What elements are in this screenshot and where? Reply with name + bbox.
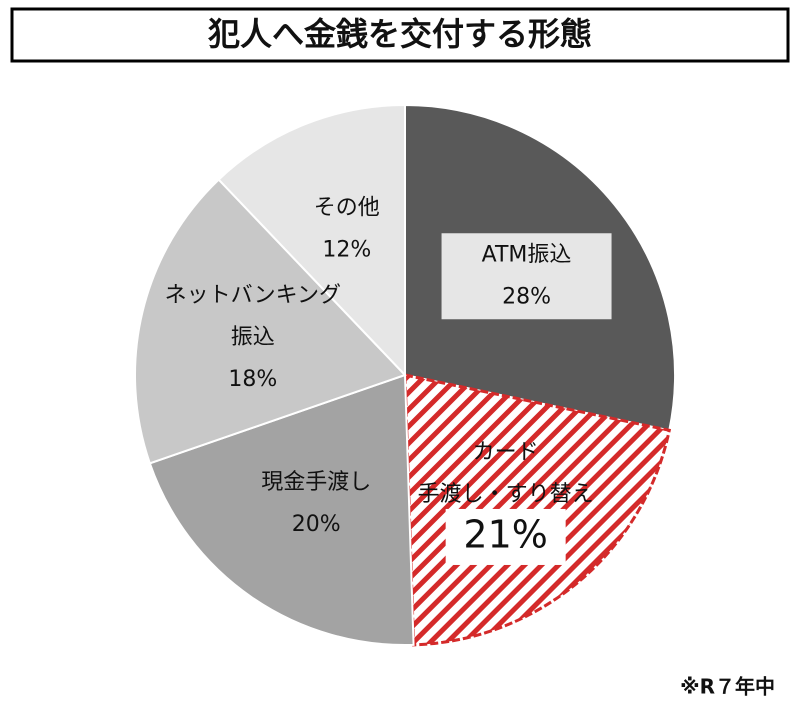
slice-label: カード xyxy=(473,440,539,465)
value-label: 18% xyxy=(228,367,277,392)
pie-slice xyxy=(217,103,406,378)
value-label: 12% xyxy=(322,238,371,263)
title-box xyxy=(10,7,790,63)
slice-label: 振込 xyxy=(231,325,275,350)
value-label: 21% xyxy=(463,512,547,556)
slice-label: 現金手渡し xyxy=(261,470,371,495)
value-label: 20% xyxy=(292,512,341,537)
slice-label: その他 xyxy=(314,196,380,221)
value-label: 28% xyxy=(502,284,551,309)
label-box xyxy=(445,508,566,565)
pie-slice xyxy=(148,373,415,646)
slice-label: 手渡し・すり替え xyxy=(418,482,594,507)
slice-label: ネットバンキング xyxy=(165,283,341,308)
chart-title: 犯人へ金銭を交付する形態 xyxy=(208,15,592,53)
note: ※R７年中 xyxy=(680,675,775,699)
slice-label: ATM振込 xyxy=(482,242,572,267)
pie-slice xyxy=(134,178,407,465)
label-box xyxy=(441,233,612,320)
